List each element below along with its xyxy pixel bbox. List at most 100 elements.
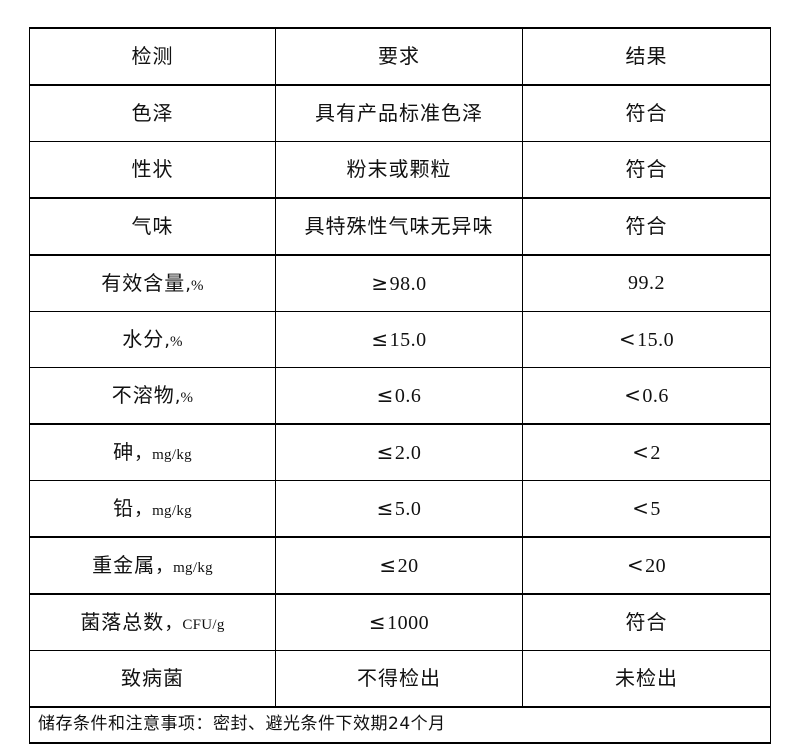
table-row: 铅，mg/kg ≤5.0 <5 (29, 480, 771, 538)
storage-conditions-note: 储存条件和注意事项：密封、避光条件下效期24个月 (29, 706, 771, 744)
table-row: 气味 具特殊性气味无异味 符合 (29, 197, 771, 256)
cell-result: 99.2 (522, 254, 771, 312)
requirement-operator: ≤ (376, 495, 394, 520)
item-name: 不溶物 (111, 382, 175, 407)
table-footer-row: 储存条件和注意事项：密封、避光条件下效期24个月 (29, 706, 771, 744)
item-separator: ， (134, 498, 153, 520)
cell-requirement: ≤1000 (275, 593, 523, 651)
cell-item: 水分,% (29, 311, 276, 368)
table-row: 重金属，mg/kg ≤20 <20 (29, 536, 771, 595)
cell-requirement: 粉末或颗粒 (275, 141, 523, 199)
item-unit: % (169, 333, 183, 350)
result-operator: < (618, 326, 637, 351)
cell-requirement: 不得检出 (275, 650, 523, 708)
requirement-operator: ≤ (376, 439, 394, 464)
cell-result: <15.0 (522, 311, 771, 368)
item-name: 重金属 (92, 552, 156, 577)
result-value: 未检出 (615, 666, 678, 690)
cell-requirement: 具有产品标准色泽 (275, 84, 523, 142)
item-name: 砷 (113, 439, 135, 464)
requirement-operator: ≤ (379, 552, 397, 577)
result-value: 2 (650, 441, 661, 464)
result-operator: < (632, 495, 650, 520)
cell-result: 符合 (522, 141, 771, 199)
result-value: 15.0 (637, 328, 675, 351)
table-row: 致病菌 不得检出 未检出 (29, 650, 771, 708)
result-operator: < (632, 439, 650, 464)
cell-item: 砷，mg/kg (29, 423, 276, 481)
specification-table: 检测 要求 结果 色泽 具有产品标准色泽 符合 性状 粉末或颗粒 符合 气味 具特殊性气味无异味 符合… (29, 27, 771, 744)
requirement-operator: ≤ (376, 382, 394, 407)
requirement-value: 具特殊性气味无异味 (304, 214, 494, 238)
item-name: 致病菌 (121, 665, 184, 690)
header-cell-item: 检测 (29, 27, 276, 86)
item-name: 铅 (113, 495, 135, 520)
item-name: 有效含量 (101, 270, 186, 295)
cell-item: 气味 (29, 197, 276, 256)
cell-item: 色泽 (29, 84, 276, 142)
cell-result: <2 (522, 423, 771, 481)
cell-item: 重金属，mg/kg (29, 536, 276, 595)
cell-requirement: ≤2.0 (275, 423, 523, 481)
requirement-value: 2.0 (394, 441, 422, 464)
cell-requirement: ≤15.0 (275, 311, 523, 368)
requirement-operator: ≤ (368, 609, 387, 634)
table-row: 菌落总数，CFU/g ≤1000 符合 (29, 593, 771, 651)
cell-result: 未检出 (522, 650, 771, 708)
result-operator: < (624, 382, 642, 407)
cell-result: <5 (522, 480, 771, 538)
header-cell-result: 结果 (522, 27, 771, 86)
result-value: 0.6 (642, 384, 669, 407)
header-cell-requirement: 要求 (275, 27, 523, 86)
requirement-operator: ≤ (371, 326, 389, 351)
result-value: 符合 (625, 101, 668, 125)
cell-result: <0.6 (522, 367, 771, 425)
cell-result: 符合 (522, 197, 771, 256)
result-value: 99.2 (628, 272, 665, 294)
result-value: 20 (645, 554, 667, 577)
cell-requirement: ≤0.6 (275, 367, 523, 425)
item-unit: % (180, 389, 194, 406)
specification-table-container: 检测 要求 结果 色泽 具有产品标准色泽 符合 性状 粉末或颗粒 符合 气味 具特殊性气味无异味 符合… (29, 27, 771, 744)
table-row: 砷，mg/kg ≤2.0 <2 (29, 423, 771, 481)
requirement-value: 1000 (387, 611, 430, 634)
requirement-value: 不得检出 (357, 666, 441, 690)
requirement-value: 粉末或颗粒 (346, 157, 452, 181)
cell-item: 铅，mg/kg (29, 480, 276, 538)
item-separator: , (185, 273, 191, 295)
item-unit: mg/kg (173, 559, 213, 576)
requirement-value: 15.0 (389, 328, 427, 351)
item-separator: ， (155, 555, 174, 577)
item-unit: % (190, 277, 204, 294)
cell-result: <20 (522, 536, 771, 595)
table-row: 不溶物,% ≤0.6 <0.6 (29, 367, 771, 425)
table-row: 性状 粉末或颗粒 符合 (29, 141, 771, 199)
cell-result: 符合 (522, 84, 771, 142)
item-unit: mg/kg (152, 502, 192, 519)
item-name: 色泽 (131, 100, 174, 125)
cell-item: 菌落总数，CFU/g (29, 593, 276, 651)
item-unit: CFU/g (182, 616, 225, 633)
table-row: 水分,% ≤15.0 <15.0 (29, 311, 771, 368)
requirement-value: 0.6 (394, 384, 422, 407)
table-header-row: 检测 要求 结果 (29, 27, 771, 86)
result-operator: < (626, 552, 645, 577)
item-separator: , (164, 329, 170, 351)
table-row: 有效含量,% ≥98.0 99.2 (29, 254, 771, 312)
requirement-operator: ≥ (371, 270, 389, 295)
item-name: 菌落总数 (80, 609, 165, 634)
requirement-value: 98.0 (389, 272, 427, 295)
item-name: 水分 (122, 326, 165, 351)
cell-requirement: ≤20 (275, 536, 523, 595)
item-separator: ， (164, 612, 183, 634)
result-value: 符合 (625, 214, 668, 238)
item-separator: , (174, 385, 181, 407)
result-value: 符合 (625, 157, 668, 181)
requirement-value: 5.0 (394, 497, 422, 520)
item-separator: ， (134, 442, 153, 464)
table-row: 色泽 具有产品标准色泽 符合 (29, 84, 771, 142)
cell-item: 有效含量,% (29, 254, 276, 312)
requirement-value: 具有产品标准色泽 (315, 101, 483, 125)
item-name: 气味 (131, 213, 174, 238)
